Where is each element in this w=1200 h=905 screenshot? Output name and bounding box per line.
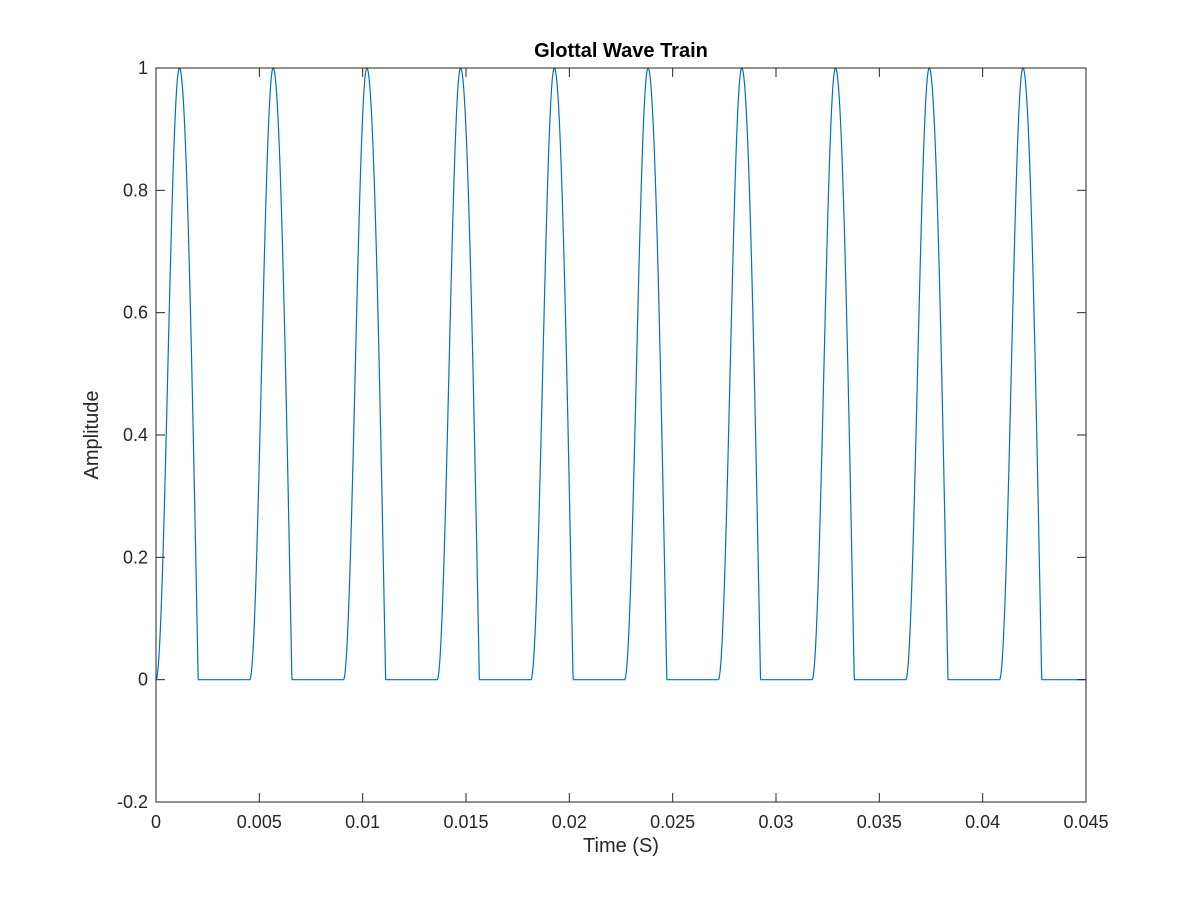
x-tick-label: 0.045 — [1063, 812, 1108, 832]
series-line — [155, 67, 1086, 681]
x-tick-label: 0 — [151, 812, 161, 832]
x-tick-label: 0.02 — [552, 812, 587, 832]
x-tick-label: 0.025 — [650, 812, 695, 832]
x-axis-label: Time (S) — [583, 835, 659, 857]
chart-title: Glottal Wave Train — [534, 40, 708, 62]
axes-box — [155, 67, 1087, 803]
x-tick-label: 0.03 — [758, 812, 793, 832]
x-tick-label: 0.04 — [965, 812, 1000, 832]
y-tick-label: 0.4 — [123, 425, 148, 445]
x-tick-label: 0.005 — [237, 812, 282, 832]
y-tick-label: 0.8 — [123, 180, 148, 200]
x-tick-label: 0.035 — [857, 812, 902, 832]
y-tick-label: 0 — [138, 670, 148, 690]
x-tick-label: 0.01 — [345, 812, 380, 832]
plot-area — [156, 68, 1086, 802]
y-axis-label: Amplitude — [81, 391, 103, 480]
x-tick-labels: 0 0.005 0.01 0.015 0.02 0.025 0.03 0.035 0.04 0.0… — [151, 812, 1109, 832]
y-tick-label: 0.6 — [123, 303, 148, 323]
x-tick-label: 0.015 — [443, 812, 488, 832]
y-tick-label: 0.2 — [123, 547, 148, 567]
series-layer — [155, 67, 1086, 681]
y-tick-label: 1 — [138, 58, 148, 78]
y-tick-label: -0.2 — [117, 792, 148, 812]
y-tick-labels: -0.2 0 0.2 0.4 0.6 0.8 1 — [117, 58, 148, 812]
